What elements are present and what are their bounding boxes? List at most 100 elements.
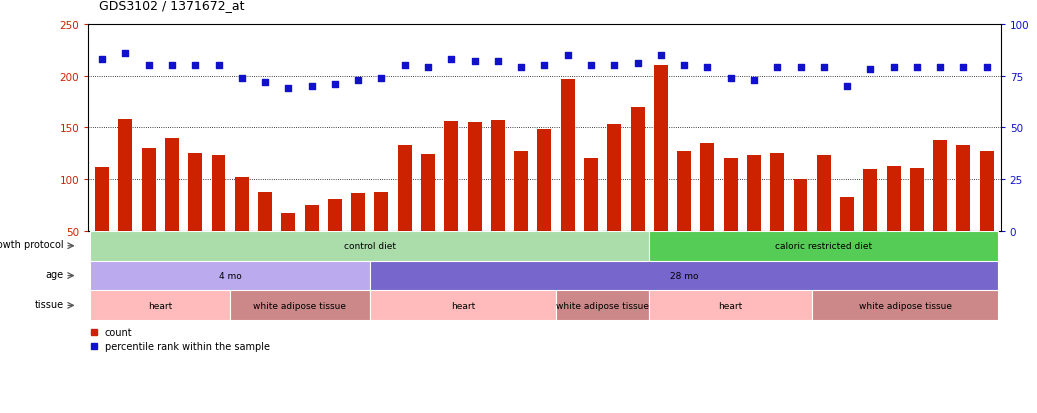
Point [327, 81, 343, 88]
Bar [561, 79, 574, 283]
Point [792, 65, 809, 71]
Text: 4 mo: 4 mo [219, 271, 242, 280]
Text: percentile rank within the sample: percentile rank within the sample [105, 341, 270, 351]
Point [908, 65, 925, 71]
Point [768, 65, 785, 71]
Point [862, 67, 878, 74]
Bar [608, 125, 621, 283]
Bar [444, 122, 458, 283]
Bar [230, 291, 370, 320]
Text: white adipose tissue: white adipose tissue [556, 301, 649, 310]
Bar [258, 192, 272, 283]
Bar [556, 291, 649, 320]
Bar [793, 180, 808, 283]
Point [886, 65, 902, 71]
Bar [933, 140, 947, 283]
Point [373, 75, 390, 82]
Point [420, 65, 437, 71]
Point [932, 65, 949, 71]
Bar [370, 291, 556, 320]
Bar [118, 120, 133, 283]
Bar [956, 146, 971, 283]
Bar [677, 152, 691, 283]
Bar [421, 155, 435, 283]
Bar [212, 156, 225, 283]
Point [746, 77, 762, 84]
Point [349, 77, 366, 84]
Bar [90, 231, 649, 261]
Bar [770, 154, 784, 283]
Point [699, 65, 716, 71]
Bar [374, 192, 389, 283]
Text: age: age [46, 269, 63, 279]
Bar [189, 154, 202, 283]
Point [723, 75, 739, 82]
Text: white adipose tissue: white adipose tissue [859, 301, 952, 310]
Bar [398, 146, 412, 283]
Bar [370, 261, 999, 291]
Point [233, 75, 250, 82]
Point [187, 63, 203, 69]
Bar [165, 138, 179, 283]
Bar [514, 152, 528, 283]
Bar [537, 130, 552, 283]
Point [513, 65, 530, 71]
Bar [142, 149, 156, 283]
Bar [95, 167, 109, 283]
Point [164, 63, 180, 69]
Bar [328, 199, 342, 283]
Point [140, 63, 157, 69]
Text: count: count [105, 327, 133, 337]
Text: heart: heart [451, 301, 475, 310]
Text: control diet: control diet [344, 242, 396, 251]
Bar [234, 178, 249, 283]
Bar [491, 121, 505, 283]
Point [955, 65, 972, 71]
Bar [840, 197, 854, 283]
Point [979, 65, 996, 71]
Bar [584, 159, 598, 283]
Point [257, 79, 274, 86]
Point [815, 65, 832, 71]
Bar [90, 261, 370, 291]
Point [489, 59, 506, 65]
Text: growth protocol: growth protocol [0, 240, 63, 249]
Bar [812, 291, 999, 320]
Point [467, 59, 483, 65]
Point [93, 57, 110, 63]
Point [652, 52, 669, 59]
Point [211, 63, 227, 69]
Bar [630, 107, 645, 283]
Point [839, 83, 856, 90]
Bar [700, 144, 714, 283]
Point [676, 63, 693, 69]
Bar [747, 156, 761, 283]
Bar [649, 231, 999, 261]
Text: 28 mo: 28 mo [670, 271, 698, 280]
Point [606, 63, 622, 69]
Point [443, 57, 459, 63]
Bar [468, 123, 481, 283]
Bar [654, 66, 668, 283]
Point [583, 63, 599, 69]
Text: white adipose tissue: white adipose tissue [253, 301, 346, 310]
Bar [281, 214, 296, 283]
Text: GDS3102 / 1371672_at: GDS3102 / 1371672_at [99, 0, 244, 12]
Point [559, 52, 576, 59]
Point [396, 63, 413, 69]
Point [117, 50, 134, 57]
Point [536, 63, 553, 69]
Text: heart: heart [719, 301, 742, 310]
Text: tissue: tissue [34, 299, 63, 309]
Text: heart: heart [148, 301, 172, 310]
Bar [90, 291, 230, 320]
Bar [305, 206, 318, 283]
Point [280, 85, 297, 92]
Bar [352, 193, 365, 283]
Bar [980, 152, 993, 283]
Bar [887, 166, 900, 283]
Text: caloric restricted diet: caloric restricted diet [776, 242, 872, 251]
Point [304, 83, 320, 90]
Point [629, 61, 646, 67]
Bar [817, 156, 831, 283]
